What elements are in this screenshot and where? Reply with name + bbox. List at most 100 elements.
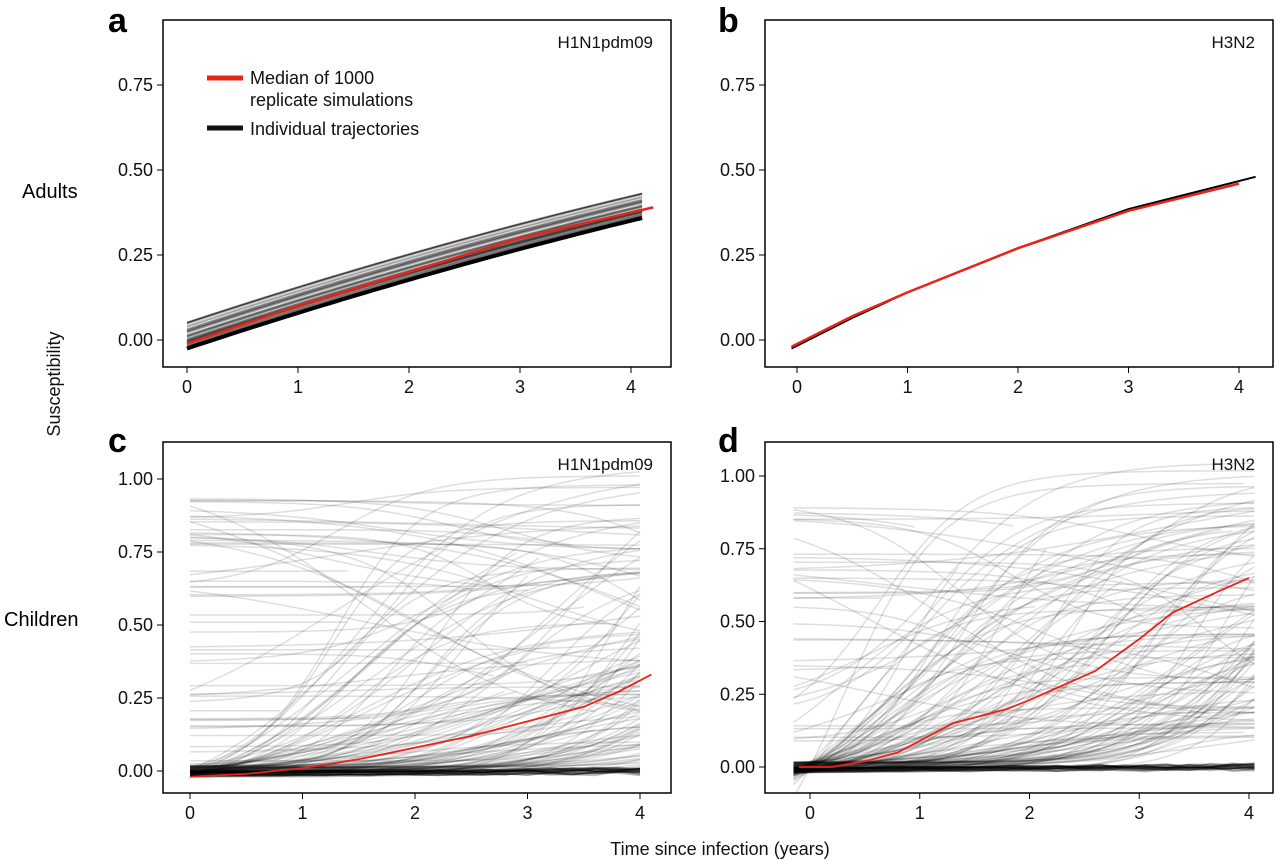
individual-trajectory	[189, 699, 641, 776]
individual-trajectory	[190, 583, 539, 598]
individual-trajectory	[190, 766, 641, 773]
median-line	[189, 673, 652, 778]
individual-trajectory	[190, 744, 641, 768]
individual-trajectory	[793, 486, 1255, 595]
individual-trajectory	[793, 606, 1255, 708]
individual-trajectory	[793, 553, 1255, 584]
individual-trajectory	[793, 764, 1255, 770]
individual-trajectory	[186, 193, 643, 324]
x-axis-label: Time since infection (years)	[610, 839, 829, 859]
individual-trajectory	[186, 198, 643, 330]
individual-trajectory	[186, 213, 643, 346]
individual-trajectory	[189, 615, 641, 648]
plot-frame	[162, 441, 672, 794]
individual-trajectory	[190, 571, 641, 596]
individual-trajectory	[793, 642, 1255, 766]
individual-trajectory	[189, 770, 641, 777]
individual-trajectory	[793, 749, 1080, 769]
individual-trajectory	[793, 652, 1256, 774]
individual-trajectory	[793, 640, 1256, 768]
individual-trajectory	[189, 663, 641, 775]
individual-trajectory	[793, 556, 1255, 612]
individual-trajectory	[190, 767, 641, 775]
individual-trajectory	[186, 192, 643, 324]
individual-trajectory	[189, 743, 641, 775]
individual-trajectory	[793, 763, 1255, 769]
individual-trajectory	[190, 730, 641, 778]
individual-trajectory	[190, 499, 640, 506]
x-tick-label: 3	[522, 803, 532, 823]
individual-trajectory	[189, 501, 641, 550]
individual-trajectory	[186, 206, 643, 338]
individual-trajectory	[793, 547, 1255, 779]
panel-d: 0 1 2 3 4 0.00 0.25 0.50 0.75 1.00 H3N2	[720, 441, 1274, 823]
individual-trajectory	[793, 714, 937, 773]
individual-trajectory	[189, 532, 641, 608]
individual-trajectory	[190, 684, 641, 777]
individual-trajectory	[793, 711, 1255, 772]
y-tick-label: 0.25	[720, 684, 755, 704]
individual-trajectory	[189, 769, 247, 777]
strain-title: H3N2	[1212, 33, 1255, 52]
legend: Median of 1000 replicate simulations Ind…	[207, 68, 419, 139]
individual-trajectory	[793, 665, 1211, 715]
individual-trajectory	[793, 763, 1255, 769]
x-tick-label: 0	[792, 377, 802, 397]
individual-trajectory	[189, 660, 641, 775]
individual-trajectory	[793, 752, 937, 774]
x-tick-label: 4	[626, 377, 636, 397]
individual-trajectory	[793, 657, 1256, 767]
individual-trajectory	[793, 485, 1255, 773]
individual-trajectory	[186, 213, 643, 346]
individual-trajectory	[793, 765, 1255, 771]
individual-trajectory	[793, 650, 1255, 765]
individual-trajectory	[793, 526, 1255, 773]
individual-trajectory	[793, 664, 1090, 767]
individual-trajectory	[793, 766, 1255, 772]
individual-trajectory	[190, 594, 641, 727]
individual-trajectory	[793, 580, 1124, 769]
individual-trajectory	[189, 671, 641, 768]
individual-trajectory	[190, 543, 640, 546]
individual-trajectory	[186, 201, 643, 333]
individual-trajectory	[793, 735, 1167, 767]
individual-trajectory	[189, 492, 641, 771]
individual-trajectory	[189, 771, 641, 777]
individual-trajectory	[793, 739, 992, 771]
individual-trajectory	[190, 716, 371, 721]
individual-trajectory	[793, 681, 1255, 767]
individual-trajectory	[186, 192, 643, 323]
individual-trajectory	[190, 772, 393, 778]
individual-trajectory	[793, 717, 1014, 766]
individual-trajectory	[793, 681, 1255, 771]
individual-trajectory	[793, 530, 1255, 767]
individual-trajectory	[793, 507, 1255, 557]
individual-trajectory	[793, 700, 1003, 773]
x-tick-label: 2	[1013, 377, 1023, 397]
individual-trajectory	[793, 609, 1255, 767]
individual-trajectory	[189, 571, 641, 776]
individual-trajectory	[190, 580, 472, 590]
individual-trajectory	[190, 759, 641, 768]
y-tick-label: 0.75	[118, 542, 153, 562]
individual-trajectory	[793, 764, 1255, 770]
individual-trajectory	[189, 540, 641, 778]
x-tick-label: 4	[1234, 377, 1244, 397]
x-tick-label: 4	[635, 803, 645, 823]
individual-trajectory	[793, 736, 1255, 774]
individual-trajectory	[190, 666, 641, 748]
individual-trajectory	[793, 676, 1255, 728]
individual-trajectory	[793, 765, 1255, 771]
individual-trajectory	[793, 594, 1255, 774]
individual-trajectory	[186, 193, 643, 324]
individual-trajectory	[189, 770, 641, 775]
individual-trajectory	[189, 742, 382, 768]
strain-title: H1N1pdm09	[558, 455, 653, 474]
individual-trajectory	[793, 574, 1255, 610]
individual-trajectory	[793, 501, 1255, 769]
individual-trajectory	[189, 504, 641, 703]
individual-trajectory	[793, 536, 1255, 774]
individual-trajectory	[190, 760, 641, 769]
individual-trajectory	[793, 612, 1255, 662]
individual-trajectory	[793, 731, 1244, 766]
